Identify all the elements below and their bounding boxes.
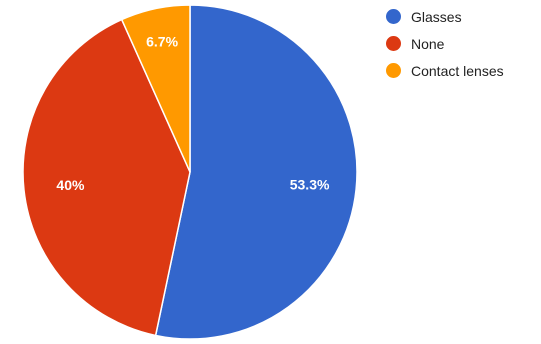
legend-item-none[interactable]: None (386, 30, 504, 57)
legend-item-contact-lenses[interactable]: Contact lenses (386, 57, 504, 84)
legend-label-none: None (411, 35, 445, 52)
legend-swatch-none (386, 36, 401, 51)
pie-slice-glasses[interactable] (154, 4, 358, 340)
legend-swatch-contact-lenses (386, 63, 401, 78)
legend-item-glasses[interactable]: Glasses (386, 3, 504, 30)
slice-label-contact-lenses: 6.7% (146, 33, 178, 49)
pie-slice-contact-lenses[interactable] (120, 4, 191, 173)
slice-label-none: 40% (56, 177, 85, 193)
pie-slice-none[interactable] (22, 18, 191, 337)
slice-label-glasses: 53.3% (290, 176, 330, 192)
chart-legend: Glasses None Contact lenses (386, 3, 504, 84)
legend-label-glasses: Glasses (411, 8, 462, 25)
legend-label-contact-lenses: Contact lenses (411, 62, 504, 79)
legend-swatch-glasses (386, 9, 401, 24)
